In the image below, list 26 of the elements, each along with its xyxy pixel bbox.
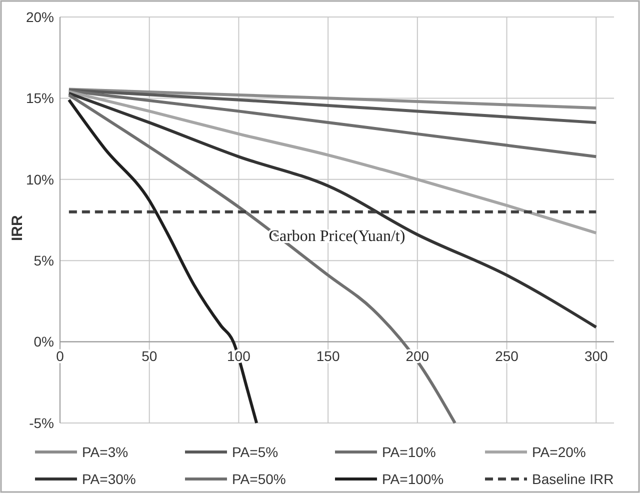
legend-label: PA=3%	[82, 444, 128, 460]
y-tick-label: 20%	[26, 8, 54, 25]
y-tick-label: -5%	[29, 414, 54, 431]
legend-label: PA=5%	[232, 444, 278, 460]
y-tick-label: 0%	[34, 334, 54, 350]
line-series	[67, 88, 598, 124]
line-series	[67, 88, 598, 110]
legend-label: PA=10%	[382, 444, 436, 460]
x-tick-label: 150	[316, 348, 340, 364]
x-tick-label: 50	[142, 348, 158, 364]
legend-label: PA=100%	[382, 470, 444, 487]
line-series	[67, 89, 598, 158]
legend-label: PA=20%	[532, 444, 586, 460]
y-tick-label: 15%	[26, 90, 54, 106]
line-series	[67, 93, 456, 424]
x-tick-label: 300	[584, 348, 608, 364]
legend-label: Baseline IRR	[532, 470, 614, 487]
y-tick-label: 10%	[26, 171, 54, 188]
legend-label: PA=50%	[232, 470, 286, 487]
x-tick-label: 0	[56, 348, 64, 364]
x-tick-label: 250	[495, 348, 519, 364]
legend-label: PA=30%	[82, 470, 136, 487]
line-series	[67, 98, 258, 424]
line-series	[67, 92, 598, 329]
y-axis-title: IRR	[9, 215, 26, 242]
y-tick-label: 5%	[34, 252, 54, 268]
